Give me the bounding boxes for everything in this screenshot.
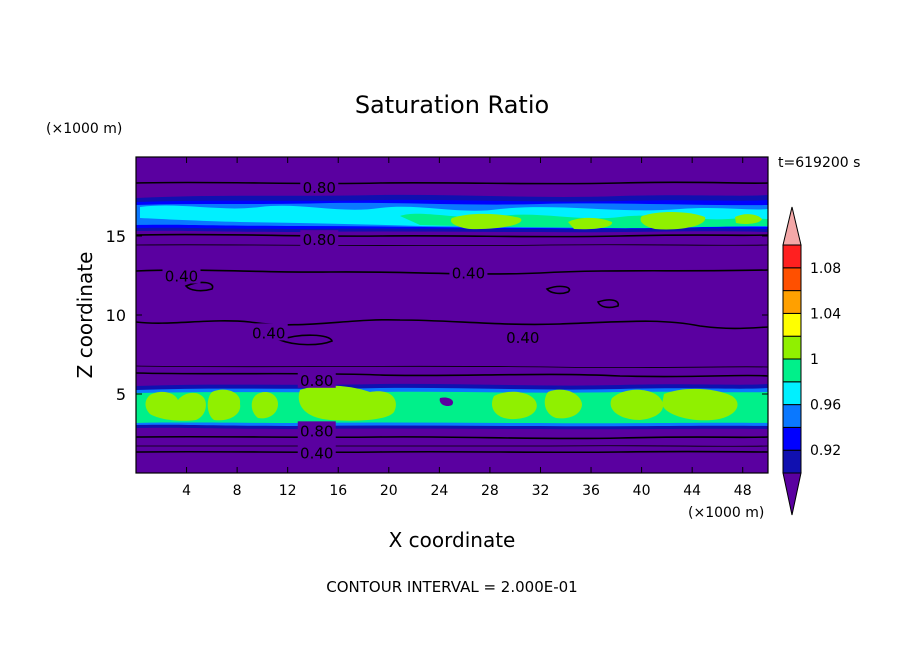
- contour-label-bg: [300, 230, 339, 248]
- contour-label: 0.80: [300, 422, 333, 440]
- colorbar-segment: [782, 312, 802, 337]
- x-tick-label: 24: [430, 483, 448, 499]
- time-label: t=619200 s: [778, 155, 860, 171]
- colorbar-segment: [782, 290, 802, 314]
- y-tick-label: 10: [106, 306, 126, 325]
- contour-label: 0.40: [165, 268, 198, 286]
- contour-label: 0.80: [300, 372, 333, 390]
- x-tick-label: 16: [329, 483, 347, 499]
- y-tick-label: 15: [106, 227, 126, 246]
- colorbar-segment: [782, 381, 802, 406]
- colorbar-segment: [782, 404, 802, 428]
- contour-label-bg: [297, 370, 336, 388]
- x-tick-label: 44: [683, 483, 701, 499]
- contour-label-bg: [297, 421, 336, 439]
- colorbar-tick-label: 0.92: [810, 443, 841, 459]
- colorbar: 0.92 0.96 1 1.04 1.08: [782, 206, 841, 516]
- y-tick-label: 5: [116, 385, 126, 404]
- thin-contour-lines: [136, 244, 768, 447]
- colorbar-segment: [782, 335, 802, 360]
- contour-label-bg: [162, 266, 201, 284]
- x-tick-label: 20: [380, 483, 398, 499]
- upper-moist-band: [136, 194, 768, 233]
- contour-label: 0.40: [506, 329, 539, 347]
- x-tick-label: 12: [279, 483, 297, 499]
- colorbar-segment: [782, 449, 802, 474]
- colorbar-tick-label: 1: [810, 352, 819, 368]
- contour-lines: [136, 181, 768, 454]
- y-axis-title: Z coordinate: [73, 252, 97, 379]
- colorbar-tick-label: 1.08: [810, 261, 841, 277]
- lower-moist-band: [136, 383, 768, 430]
- y-axis: 5 10 15: [106, 227, 768, 404]
- colorbar-segment: [782, 267, 802, 292]
- colorbar-segment: [782, 358, 802, 383]
- x-tick-label: 32: [532, 483, 550, 499]
- x-axis: 4 8 12 16 20 24 28 32 36 40 44 48: [182, 157, 752, 499]
- colorbar-segment: [782, 426, 802, 451]
- colorbar-segment: [782, 244, 802, 269]
- x-tick-label: 48: [734, 483, 752, 499]
- contour-label-bg: [249, 323, 288, 341]
- contour-label: 0.80: [303, 179, 336, 197]
- contour-interval-note: CONTOUR INTERVAL = 2.000E-01: [326, 578, 577, 596]
- y-unit-label: (×1000 m): [46, 121, 122, 137]
- x-tick-label: 4: [182, 483, 191, 499]
- contour-label-bg: [449, 263, 488, 281]
- x-tick-label: 36: [582, 483, 600, 499]
- x-axis-title: X coordinate: [389, 528, 516, 552]
- colorbar-tick-label: 1.04: [810, 306, 841, 322]
- chart-title: Saturation Ratio: [355, 91, 549, 119]
- colorbar-min-arrow: [782, 472, 802, 516]
- contour-label-bg: [300, 178, 339, 196]
- contour-label: 0.40: [300, 444, 333, 462]
- contour-label-bg: [297, 443, 336, 461]
- contour-label: 0.40: [252, 324, 285, 342]
- x-tick-label: 8: [233, 483, 242, 499]
- contour-label: 0.80: [303, 231, 336, 249]
- x-unit-label: (×1000 m): [688, 505, 764, 521]
- contour-labels: 0.80 0.80 0.40 0.40 0.40 0.40 0.80 0.80 0.40: [162, 178, 542, 462]
- x-tick-label: 40: [633, 483, 651, 499]
- colorbar-tick-label: 0.96: [810, 398, 841, 414]
- contour-field: 0.80 0.80 0.40 0.40 0.40 0.40 0.80 0.80 0.40: [136, 157, 768, 473]
- contour-label: 0.40: [452, 264, 485, 282]
- contour-label-bg: [503, 328, 542, 346]
- colorbar-max-arrow: [782, 206, 802, 246]
- x-tick-label: 28: [481, 483, 499, 499]
